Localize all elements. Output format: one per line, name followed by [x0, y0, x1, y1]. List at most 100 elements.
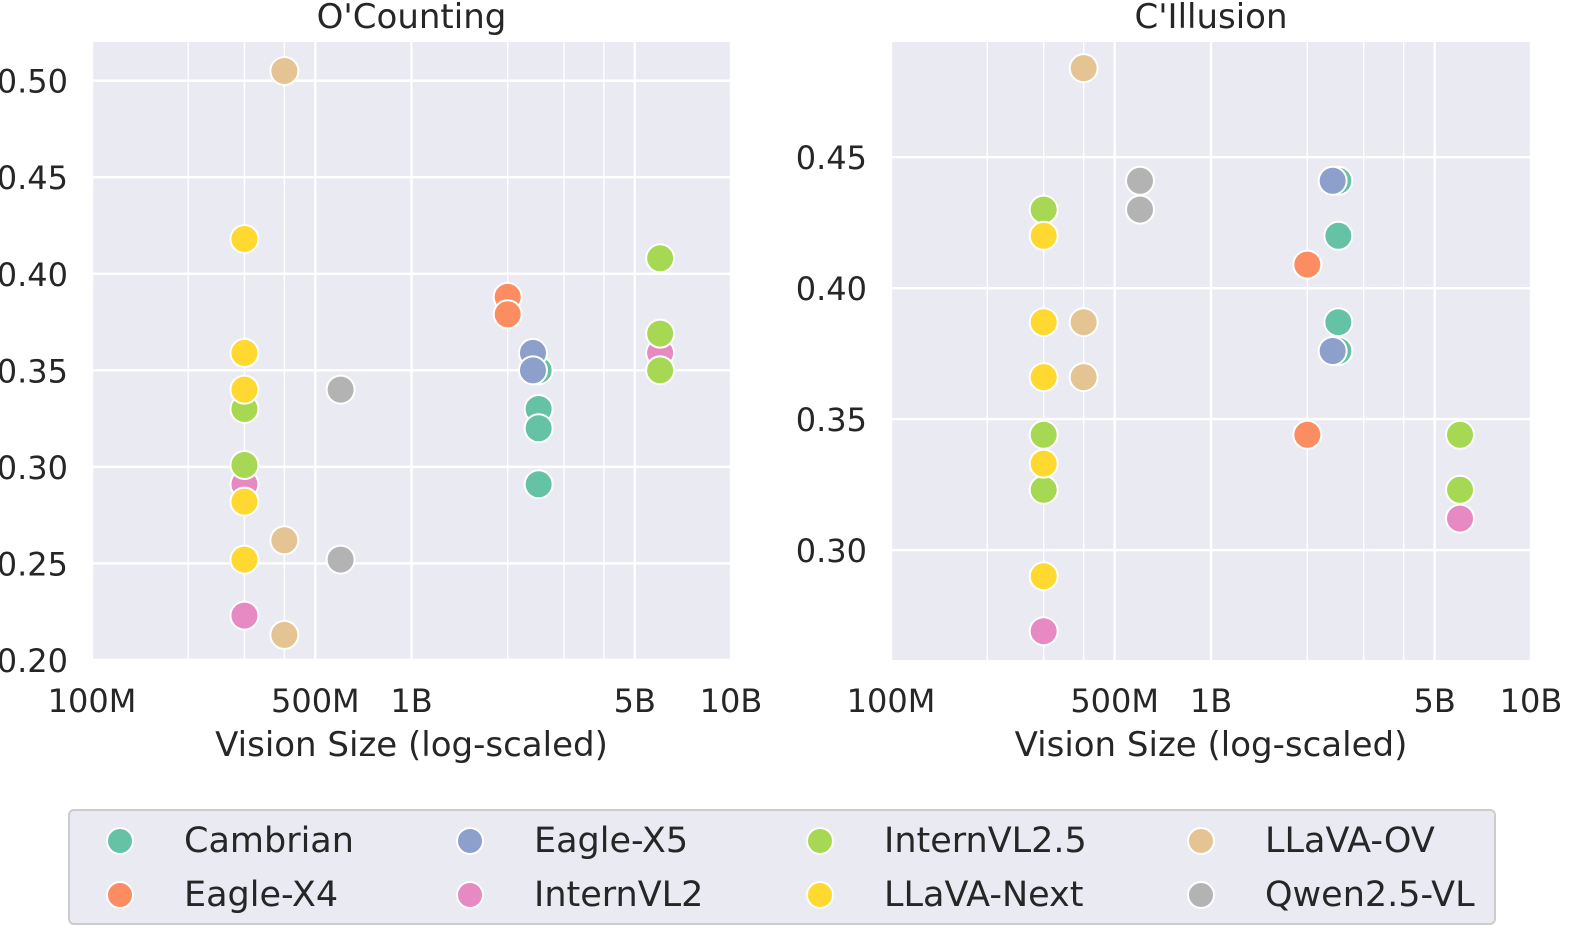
legend-item: LLaVA-Next — [806, 875, 1084, 915]
data-point — [1028, 220, 1059, 251]
x-tick-label: 500M — [271, 682, 360, 720]
data-point — [1292, 249, 1323, 280]
data-point — [1125, 165, 1156, 196]
legend-item: Qwen2.5-VL — [1187, 875, 1475, 915]
y-tick-label: 0.30 — [796, 532, 867, 570]
legend-marker — [456, 827, 484, 855]
data-point — [523, 469, 554, 500]
data-point — [1028, 307, 1059, 338]
y-tick-label: 0.45 — [0, 159, 68, 197]
legend-label: LLaVA-OV — [1265, 821, 1435, 861]
data-point — [1292, 419, 1323, 450]
chart-title: C'Illusion — [1134, 0, 1287, 37]
x-tick-label: 10B — [1500, 682, 1563, 720]
data-point — [229, 486, 260, 517]
data-point — [1028, 362, 1059, 393]
data-point — [1323, 220, 1354, 251]
legend-label: Cambrian — [184, 821, 354, 861]
data-point — [645, 318, 676, 349]
y-tick-label: 0.40 — [0, 256, 68, 294]
y-tick-label: 0.45 — [796, 139, 867, 177]
data-point — [229, 223, 260, 254]
x-tick-label: 5B — [1414, 682, 1456, 720]
legend-marker — [806, 881, 834, 909]
legend-item: LLaVA-OV — [1187, 821, 1435, 861]
chart-panel-1: 0.20 0.25 0.30 0.35 0.40 0.45 0.50 100M 500M 1B 5B… — [0, 0, 762, 765]
data-point — [1068, 53, 1099, 84]
data-point — [1445, 474, 1476, 505]
data-point — [1028, 194, 1059, 225]
legend-item: InternVL2.5 — [806, 821, 1087, 861]
legend-item: Cambrian — [106, 821, 354, 861]
y-tick-label: 0.35 — [0, 352, 68, 390]
data-point — [325, 374, 356, 405]
legend-label: Qwen2.5-VL — [1265, 875, 1475, 915]
data-point — [1323, 307, 1354, 338]
y-tick-label: 0.40 — [796, 270, 867, 308]
legend-item: InternVL2 — [456, 875, 703, 915]
data-point — [492, 299, 523, 330]
series-eagle-x5 — [1317, 165, 1348, 366]
y-tick-label: 0.25 — [0, 545, 68, 583]
legend-item: Eagle-X4 — [106, 875, 338, 915]
data-point — [1028, 616, 1059, 647]
series-eagle-x4 — [492, 281, 523, 330]
legend-marker — [106, 827, 134, 855]
data-point — [1445, 419, 1476, 450]
data-point — [517, 355, 548, 386]
series-llava-ov — [269, 55, 300, 650]
chart-legend: Cambrian Eagle-X4 Eagle-X5 InternVL2 InternV… — [68, 809, 1496, 925]
series-llava-next — [229, 223, 260, 575]
x-tick-label: 1B — [1190, 682, 1232, 720]
data-point — [1068, 307, 1099, 338]
legend-marker — [806, 827, 834, 855]
series-eagle-x5 — [517, 337, 548, 386]
series-qwen2-5-vl — [325, 374, 356, 575]
y-tick-label: 0.50 — [0, 63, 68, 101]
chart-panel-2: 0.30 0.35 0.40 0.45 100M 500M 1B 5B 10B Vision Si… — [796, 0, 1563, 765]
data-point — [1068, 362, 1099, 393]
chart-title: O'Counting — [317, 0, 507, 37]
x-tick-label: 500M — [1070, 682, 1159, 720]
series-llava-next — [1028, 220, 1059, 592]
data-point — [1125, 194, 1156, 225]
data-point — [229, 337, 260, 368]
series-qwen2-5-vl — [1125, 165, 1156, 225]
data-point — [1028, 474, 1059, 505]
data-point — [269, 55, 300, 86]
data-point — [229, 374, 260, 405]
series-eagle-x4 — [1292, 249, 1323, 450]
legend-marker — [1187, 881, 1215, 909]
x-tick-label: 100M — [847, 682, 936, 720]
data-point — [229, 544, 260, 575]
legend-label: Eagle-X5 — [534, 821, 689, 861]
x-tick-label: 5B — [614, 682, 656, 720]
data-point — [269, 619, 300, 650]
legend-label: Eagle-X4 — [184, 875, 339, 915]
data-point — [269, 525, 300, 556]
y-tick-label: 0.30 — [0, 449, 68, 487]
y-tick-label: 0.20 — [0, 642, 68, 680]
data-point — [1028, 561, 1059, 592]
data-point — [645, 243, 676, 274]
legend-label: InternVL2 — [534, 875, 704, 915]
x-axis-label: Vision Size (log-scaled) — [1015, 725, 1408, 765]
data-point — [325, 544, 356, 575]
series-internvl2-5 — [1028, 194, 1476, 505]
data-point — [1317, 165, 1348, 196]
legend-marker — [1187, 827, 1215, 855]
data-point — [645, 355, 676, 386]
data-point — [1028, 448, 1059, 479]
data-point — [1317, 336, 1348, 366]
data-point — [523, 413, 554, 444]
legend-item: Eagle-X5 — [456, 821, 688, 861]
legend-label: InternVL2.5 — [884, 821, 1087, 861]
data-point — [229, 449, 260, 480]
x-tick-label: 10B — [700, 682, 763, 720]
series-llava-ov — [1068, 53, 1099, 393]
data-point — [1445, 503, 1476, 534]
legend-marker — [106, 881, 134, 909]
data-point — [1028, 419, 1059, 450]
y-tick-label: 0.35 — [796, 401, 867, 439]
